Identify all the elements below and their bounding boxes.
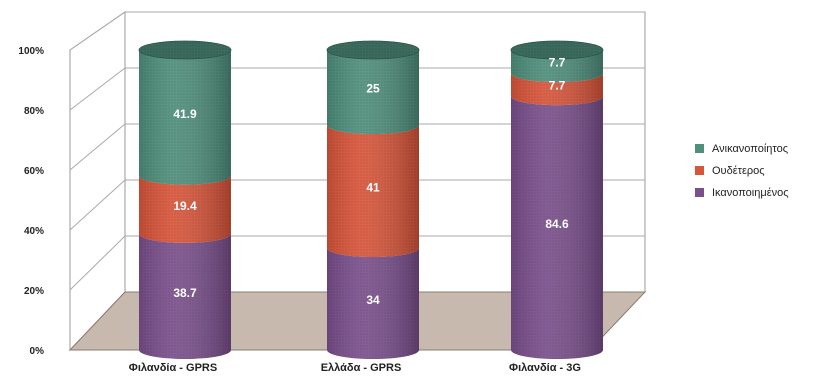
- y-tick-label: 100%: [18, 46, 44, 57]
- legend: Ανικανοποίητος Ουδέτερος Ικανοποιημένος: [695, 143, 789, 199]
- gridline: [69, 11, 645, 51]
- bar-shading: [327, 125, 419, 257]
- gridline: [69, 179, 645, 231]
- data-label: 38.7: [173, 286, 197, 300]
- legend-swatch: [695, 144, 704, 153]
- bar-shading: [139, 175, 231, 243]
- bar-shading: [139, 233, 231, 359]
- x-tick-label: Ελλάδα - GPRS: [321, 362, 402, 374]
- data-label: 34: [366, 293, 380, 307]
- cylinder: [138, 40, 232, 359]
- gridline: [69, 123, 645, 171]
- data-label: 84.6: [545, 217, 569, 231]
- y-tick-label: 80%: [24, 106, 44, 117]
- data-label: 25: [366, 82, 380, 96]
- data-label: 7.7: [549, 56, 566, 70]
- y-tick-label: 40%: [24, 226, 44, 237]
- cylinder-top-texture: [511, 41, 603, 59]
- legend-swatch: [695, 166, 704, 175]
- data-label: 41.9: [173, 107, 197, 121]
- cylinder-top-texture: [139, 41, 231, 59]
- cylinder-top-texture: [327, 41, 419, 59]
- data-label: 7.7: [549, 79, 566, 93]
- gridline: [69, 67, 645, 111]
- legend-label: Ικανοποιημένος: [712, 187, 789, 199]
- y-tick-label: 0%: [30, 346, 45, 357]
- y-tick-label: 60%: [24, 166, 44, 177]
- data-label: 41: [366, 181, 380, 195]
- side-wall: [69, 11, 126, 352]
- bar-shading: [327, 248, 419, 359]
- bar-shading: [139, 50, 231, 185]
- x-tick-label: Φιλανδία - 3G: [509, 362, 581, 374]
- bars: [138, 40, 604, 359]
- legend-label: Ουδέτερος: [712, 165, 765, 177]
- legend-label: Ανικανοποίητος: [712, 143, 788, 155]
- y-tick-label: 20%: [24, 286, 44, 297]
- cylinder: [510, 40, 604, 359]
- cylinder: [326, 40, 420, 359]
- gridline: [69, 235, 645, 291]
- data-label: 19.4: [173, 199, 197, 213]
- bar-shading: [511, 73, 603, 106]
- bar-shading: [511, 96, 603, 359]
- x-tick-label: Φιλανδία - GPRS: [129, 362, 217, 374]
- labels: 0% 20% 40% 60% 80% 100% 38.7 19.4 41.9 Φιλανδία -…: [18, 46, 581, 374]
- legend-swatch: [695, 188, 704, 197]
- bar-shading: [327, 50, 419, 134]
